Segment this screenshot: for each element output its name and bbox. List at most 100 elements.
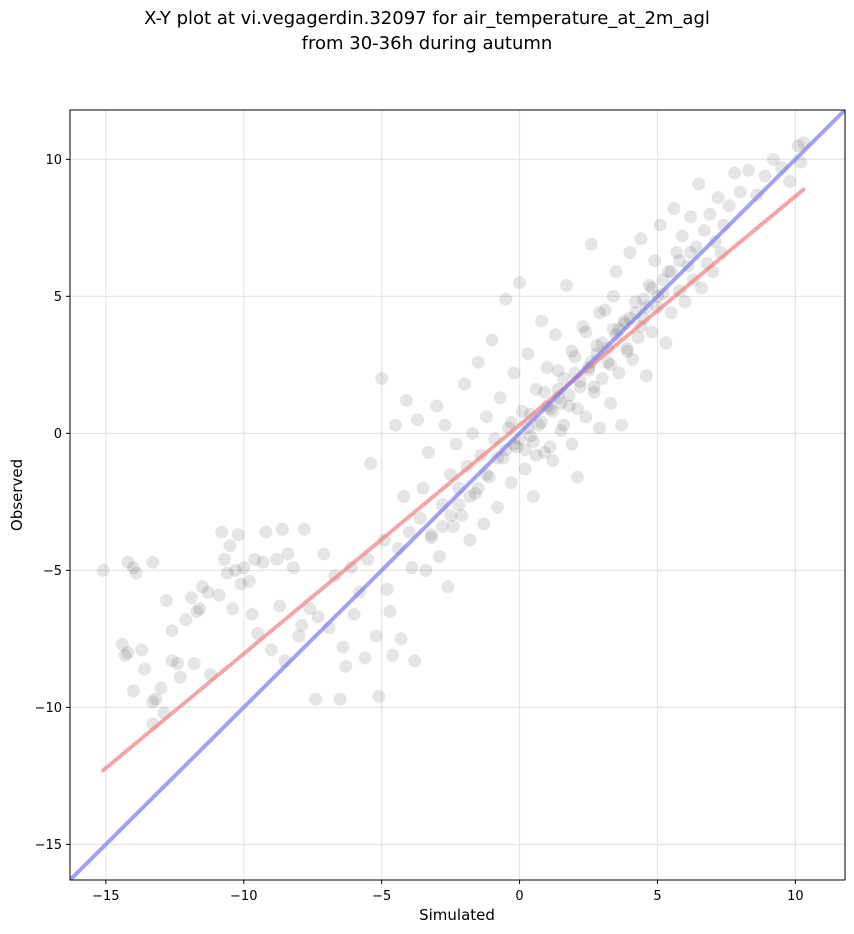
data-point [317, 547, 331, 561]
data-point [333, 692, 347, 706]
data-point [529, 383, 543, 397]
x-tick-label: −5 [372, 889, 391, 904]
data-point [565, 344, 579, 358]
grid [70, 110, 845, 880]
data-point [595, 372, 609, 386]
data-point [653, 218, 667, 232]
data-point [190, 604, 204, 618]
data-point [758, 169, 772, 183]
data-point [394, 632, 408, 646]
data-point [126, 561, 140, 575]
data-point [728, 166, 742, 180]
data-point [135, 643, 149, 657]
data-point [510, 440, 524, 454]
data-point [416, 481, 430, 495]
data-point [121, 555, 135, 569]
data-point [606, 322, 620, 336]
data-point [570, 402, 584, 416]
data-point [645, 281, 659, 295]
data-point [466, 426, 480, 440]
data-point [656, 273, 670, 287]
data-point [733, 185, 747, 199]
data-point [372, 689, 386, 703]
data-point [154, 681, 168, 695]
data-point [187, 657, 201, 671]
data-point [535, 314, 549, 328]
data-point [275, 522, 289, 536]
data-point [557, 372, 571, 386]
data-point [452, 498, 466, 512]
data-point [433, 550, 447, 564]
data-point [631, 330, 645, 344]
data-point [573, 380, 587, 394]
data-point [659, 336, 673, 350]
data-point [295, 618, 309, 632]
data-point [160, 593, 174, 607]
data-point [703, 207, 717, 221]
data-point [380, 583, 394, 597]
data-point [424, 530, 438, 544]
regression-line [101, 187, 806, 773]
chart-title-line1: X-Y plot at vi.vegagerdin.32097 for air_… [144, 8, 710, 29]
data-point [303, 602, 317, 616]
data-point [121, 646, 135, 660]
data-point [584, 237, 598, 251]
data-point [148, 692, 162, 706]
data-point [648, 254, 662, 268]
data-point [537, 385, 551, 399]
data-point [673, 254, 687, 268]
data-point [297, 522, 311, 536]
data-point [422, 446, 436, 460]
data-point [438, 418, 452, 432]
data-point [526, 435, 540, 449]
data-point [281, 547, 295, 561]
data-point [675, 229, 689, 243]
data-point [570, 470, 584, 484]
data-point [446, 520, 460, 534]
data-point [766, 152, 780, 166]
plot-frame [69, 109, 846, 881]
data-point [231, 528, 245, 542]
data-point [308, 692, 322, 706]
data-point [568, 350, 582, 364]
data-point [532, 418, 546, 432]
data-point [604, 396, 618, 410]
data-point [554, 424, 568, 438]
data-point [115, 637, 129, 651]
data-point [430, 399, 444, 413]
y-tick-label: −10 [35, 701, 62, 716]
data-point [435, 520, 449, 534]
data-point [457, 377, 471, 391]
data-point [292, 629, 306, 643]
data-point [623, 245, 637, 259]
x-tick-label: −10 [230, 889, 257, 904]
data-point [604, 358, 618, 372]
data-point [526, 489, 540, 503]
data-point [336, 640, 350, 654]
data-point [173, 670, 187, 684]
x-tick-label: −15 [92, 889, 119, 904]
data-point [347, 607, 361, 621]
data-point [513, 276, 527, 290]
data-point [405, 561, 419, 575]
data-point [612, 366, 626, 380]
data-point [364, 456, 378, 470]
data-point [444, 509, 458, 523]
y-tick-label: 10 [45, 153, 62, 168]
data-point [664, 306, 678, 320]
data-point [245, 607, 259, 621]
data-point [311, 610, 325, 624]
data-point [546, 404, 560, 418]
data-point [383, 604, 397, 618]
data-point [587, 385, 601, 399]
data-point [554, 396, 568, 410]
data-point [557, 418, 571, 432]
data-point [667, 202, 681, 216]
data-point [606, 289, 620, 303]
data-point [399, 393, 413, 407]
y-tick-label: −5 [43, 564, 62, 579]
data-point [620, 344, 634, 358]
data-point [711, 191, 725, 205]
data-point [587, 380, 601, 394]
